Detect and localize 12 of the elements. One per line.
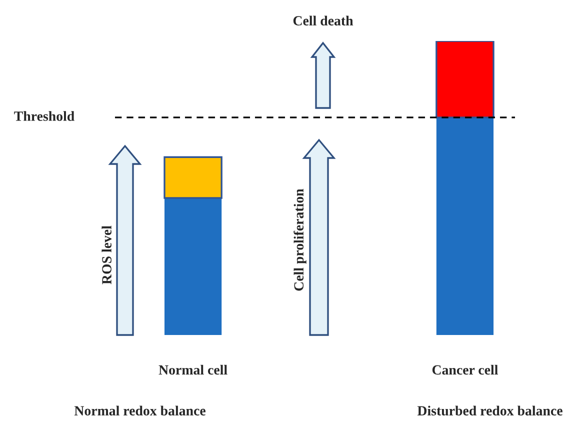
x-tick-label: Normal cell [158,364,228,375]
annotation: Cell proliferation [294,188,306,291]
bar [436,117,494,335]
text: Normal redox balance [74,406,206,416]
text: Cell death [293,16,354,26]
text: ROS level [102,226,112,284]
text: Disturbed redox balance [417,406,562,416]
bar [436,41,494,118]
x-tick-label: Cancer cell [432,364,498,375]
bar [164,198,222,335]
bar [164,156,222,199]
ref-line-label: Threshold [14,111,74,121]
